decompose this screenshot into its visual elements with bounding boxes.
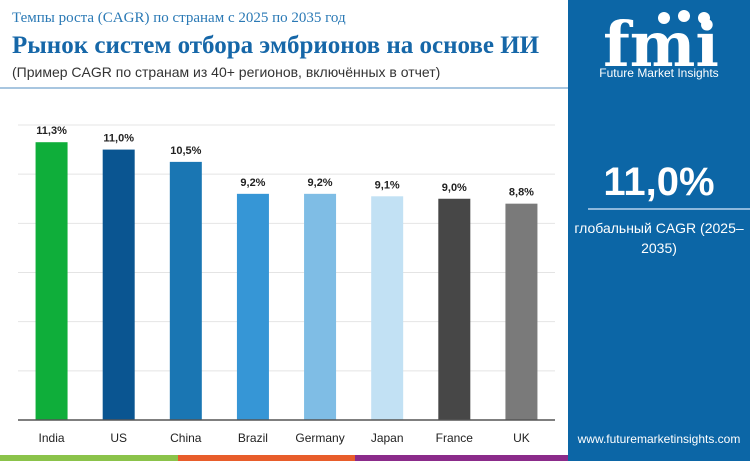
data-label: 11,3% <box>36 125 67 137</box>
bar-chart: 11,3% India 11,0% US 10,5% China 9,2% Brazil 9,2… <box>18 124 555 445</box>
chart-subtitle: (Пример CAGR по странам из 40+ регионов,… <box>12 64 441 80</box>
x-tick-label: Japan <box>371 431 404 445</box>
header-divider <box>0 87 568 89</box>
x-tick-label: France <box>436 431 474 445</box>
chart-subtitle-top: Темпы роста (CAGR) по странам с 2025 по … <box>12 10 346 26</box>
summary-panel: fmi Future Market Insights 11,0% глобаль… <box>568 0 750 461</box>
fmi-logo: fmi <box>603 10 719 70</box>
data-label: 9,2% <box>240 177 265 189</box>
data-label: 11,0% <box>103 133 134 145</box>
footer-strip-green <box>0 455 178 461</box>
footer-strip-orange <box>178 455 355 461</box>
bar-uk <box>505 203 538 420</box>
bar-us <box>102 149 135 421</box>
bar-india <box>35 142 68 421</box>
panel-divider <box>588 208 750 210</box>
global-cagr-label: глобальный CAGR (2025–2035) <box>574 220 744 256</box>
x-tick-label: China <box>170 431 202 445</box>
bar-brazil <box>236 193 269 420</box>
bar-china <box>169 161 202 420</box>
bar-germany <box>304 193 337 420</box>
global-cagr-value: 11,0% <box>603 160 715 204</box>
data-label: 9,1% <box>375 179 400 191</box>
data-label: 9,0% <box>442 182 467 194</box>
x-tick-label: US <box>110 431 127 445</box>
footer-strip-purple <box>355 455 568 461</box>
data-label: 10,5% <box>170 145 201 157</box>
x-tick-label: Brazil <box>238 431 268 445</box>
bar-japan <box>371 196 404 420</box>
x-tick-label: UK <box>513 431 530 445</box>
x-tick-label: Germany <box>295 431 344 445</box>
x-tick-label: India <box>39 431 65 445</box>
data-label: 9,2% <box>308 177 333 189</box>
data-label: 8,8% <box>509 187 534 199</box>
logo-text: Future Market Insights <box>599 66 719 80</box>
bar-france <box>438 198 471 420</box>
website-link[interactable]: www.futuremarketinsights.com <box>577 432 741 446</box>
chart-title: Рынок систем отбора эмбрионов на основе … <box>12 32 540 59</box>
